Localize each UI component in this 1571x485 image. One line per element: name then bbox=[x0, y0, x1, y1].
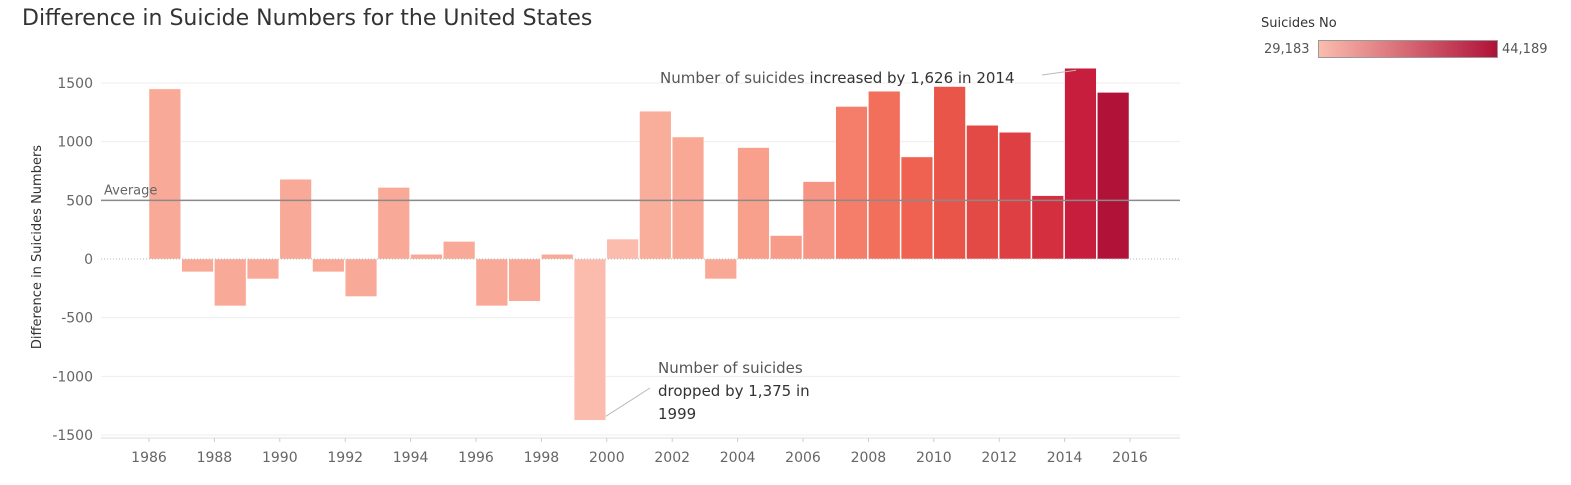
bar-1987 bbox=[181, 258, 214, 273]
bar-2015 bbox=[1097, 92, 1130, 260]
annotation-2014-bold: increased by 1,626 in 2014 bbox=[810, 69, 1015, 87]
x-axis-ticks: 1986 1988 1990 1992 1994 1996 1998 2000 2002 2004… bbox=[131, 438, 1148, 466]
y-tick-label: 0 bbox=[84, 252, 93, 268]
x-tick-label: 1988 bbox=[197, 450, 233, 466]
x-tick-label: 2010 bbox=[916, 450, 952, 466]
y-tick-label: -1000 bbox=[52, 369, 93, 385]
y-tick-label: 1000 bbox=[57, 135, 93, 151]
legend-min-label: 29,183 bbox=[1264, 42, 1310, 57]
x-tick-label: 2012 bbox=[981, 450, 1017, 466]
bar-1989 bbox=[246, 258, 280, 280]
bar-1988 bbox=[214, 258, 247, 307]
bar-2012 bbox=[998, 132, 1032, 260]
bar-1997 bbox=[508, 258, 541, 302]
bar-2014 bbox=[1064, 67, 1097, 260]
bar-1998 bbox=[541, 254, 574, 260]
bar-2006 bbox=[802, 181, 835, 260]
y-tick-label: 1500 bbox=[57, 76, 93, 92]
bar-1992 bbox=[344, 258, 378, 297]
x-tick-label: 2006 bbox=[785, 450, 821, 466]
bar-2005 bbox=[770, 235, 803, 260]
x-tick-label: 2014 bbox=[1047, 450, 1083, 466]
average-label: Average bbox=[104, 183, 157, 198]
annotation-2014-normal: Number of suicides bbox=[660, 69, 810, 87]
annotation-1999-line2: dropped by 1,375 in bbox=[658, 382, 810, 400]
x-tick-label: 2002 bbox=[654, 450, 690, 466]
bar-1993 bbox=[377, 187, 410, 260]
x-tick-label: 2000 bbox=[589, 450, 625, 466]
x-tick-label: 2004 bbox=[720, 450, 756, 466]
y-tick-label: -1500 bbox=[52, 428, 93, 444]
y-tick-label: 500 bbox=[66, 193, 93, 209]
bar-1996 bbox=[475, 258, 508, 307]
bar-1995 bbox=[443, 241, 476, 260]
bar-1991 bbox=[312, 258, 345, 273]
annotation-1999-line1: Number of suicides bbox=[658, 359, 803, 377]
legend-max-label: 44,189 bbox=[1502, 42, 1548, 57]
chart-title: Difference in Suicide Numbers for the Un… bbox=[22, 6, 593, 31]
bars bbox=[148, 67, 1130, 421]
bar-2011 bbox=[966, 124, 999, 260]
bar-2000 bbox=[606, 238, 639, 260]
bar-1994 bbox=[410, 254, 443, 260]
x-tick-label: 1990 bbox=[262, 450, 298, 466]
x-tick-label: 1986 bbox=[131, 450, 167, 466]
x-tick-label: 1992 bbox=[327, 450, 363, 466]
legend-title: Suicides No bbox=[1261, 16, 1337, 31]
bar-1986 bbox=[148, 88, 181, 260]
x-tick-label: 2008 bbox=[851, 450, 887, 466]
color-legend-gradient bbox=[1318, 40, 1498, 58]
bar-1990 bbox=[279, 178, 312, 260]
x-tick-label: 1996 bbox=[458, 450, 494, 466]
x-tick-label: 2016 bbox=[1112, 450, 1148, 466]
bar-2001 bbox=[639, 110, 672, 260]
annotation-2014-leader bbox=[1041, 69, 1077, 76]
y-axis-label: Difference in Suicides Numbers bbox=[30, 145, 45, 349]
bar-2007 bbox=[835, 106, 868, 260]
bar-2010 bbox=[933, 86, 966, 260]
bar-2003 bbox=[704, 258, 737, 280]
bar-2013 bbox=[1031, 195, 1064, 260]
bar-2004 bbox=[737, 147, 770, 260]
bar-2009 bbox=[900, 156, 934, 260]
annotation-2014: Number of suicides increased by 1,626 in… bbox=[660, 69, 1015, 87]
bar-2008 bbox=[868, 90, 901, 260]
x-tick-label: 1994 bbox=[393, 450, 429, 466]
y-axis-ticks: 1500 1000 500 0 -500 -1000 -1500 bbox=[52, 76, 93, 444]
bar-2002 bbox=[671, 136, 705, 260]
y-tick-label: -500 bbox=[61, 311, 93, 327]
bar-1999 bbox=[573, 258, 607, 421]
annotation-1999-leader bbox=[605, 387, 651, 417]
annotation-1999-line3: 1999 bbox=[658, 405, 696, 423]
x-tick-label: 1998 bbox=[524, 450, 560, 466]
